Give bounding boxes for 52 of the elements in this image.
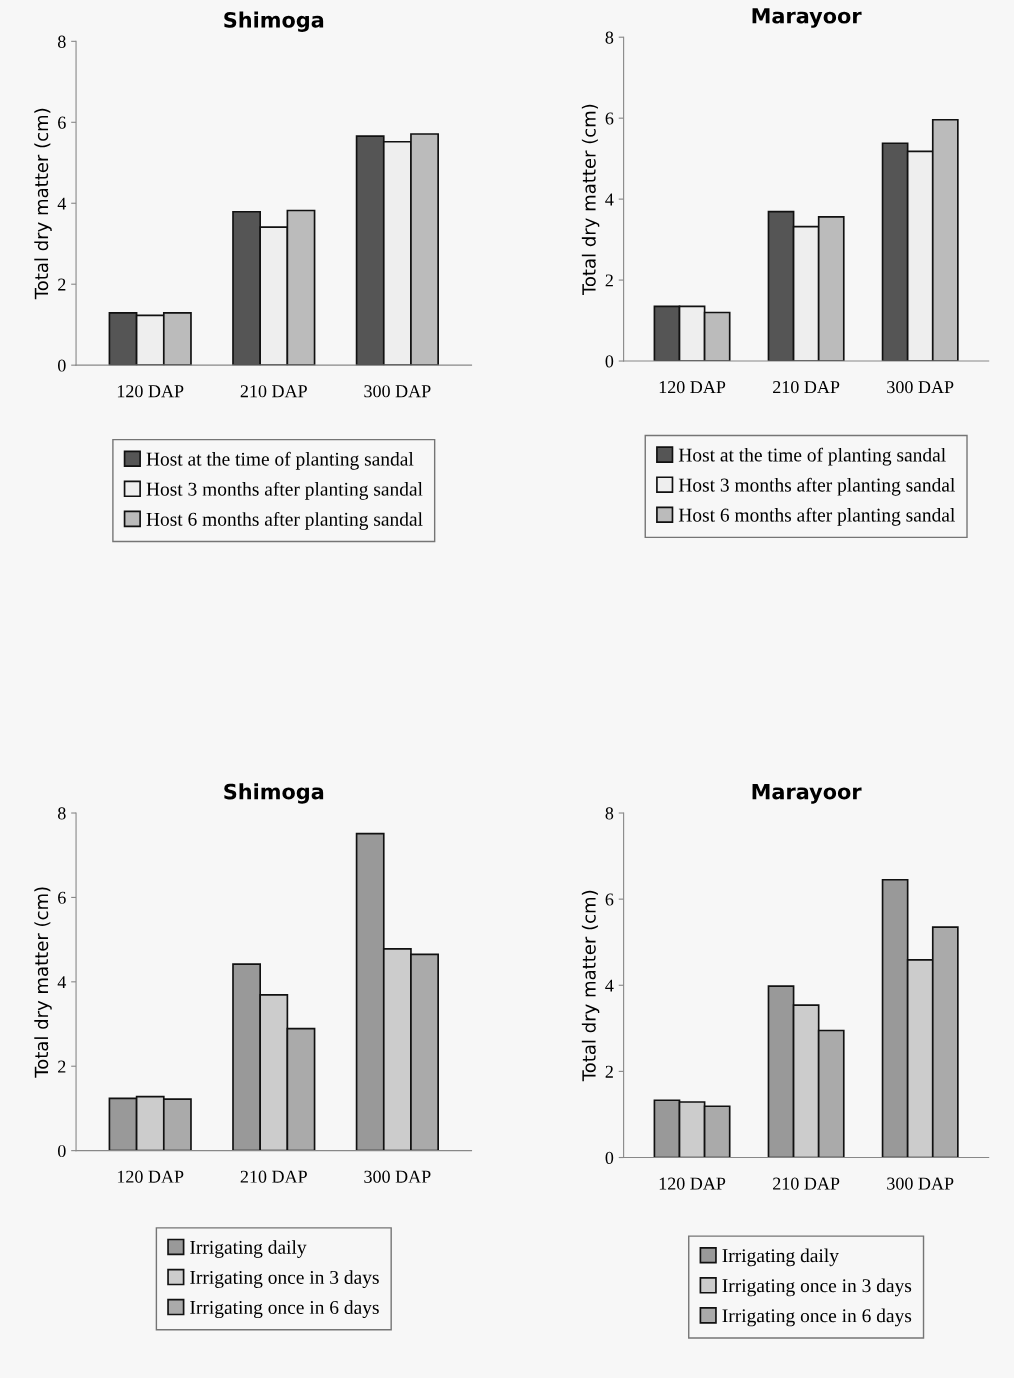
- x-tick-label: 210 DAP: [240, 1170, 307, 1183]
- y-axis-title: Total dry matter (cm): [34, 108, 52, 300]
- y-tick-label: 4: [605, 979, 614, 992]
- y-tick-label: 0: [57, 1144, 66, 1158]
- y-tick-label: 2: [58, 1060, 66, 1073]
- chart-title: Shimoga: [224, 11, 324, 32]
- y-axis-title: Total dry matter (cm): [581, 890, 600, 1082]
- y-axis-title: Total dry matter (cm): [581, 104, 600, 296]
- y-tick-label: 2: [605, 274, 613, 287]
- x-tick-label: 300 DAP: [364, 385, 431, 398]
- legend-label: Host 6 months after planting sandal: [678, 507, 955, 526]
- legend-label: Host at the time of planting sandal: [146, 451, 414, 470]
- y-axis-title: Total dry matter (cm): [34, 887, 52, 1078]
- y-tick-label: 8: [57, 807, 66, 820]
- legend-label: Irrigating daily: [722, 1248, 839, 1267]
- y-tick-label: 8: [605, 31, 614, 44]
- x-tick-label: 120 DAP: [659, 1177, 726, 1190]
- chart-title: Marayoor: [752, 8, 862, 28]
- legend-label: Host 3 months after planting sandal: [678, 477, 955, 496]
- y-tick-label: 8: [605, 807, 614, 820]
- y-tick-label: 6: [605, 112, 614, 125]
- y-tick-label: 6: [58, 116, 66, 129]
- y-tick-label: 0: [57, 359, 66, 372]
- chart-title: Marayoor: [752, 783, 862, 804]
- y-tick-label: 6: [58, 891, 66, 904]
- chart-title: Shimoga: [224, 783, 324, 804]
- legend-label: Host 3 months after planting sandal: [146, 481, 423, 500]
- x-tick-label: 120 DAP: [117, 385, 184, 398]
- x-tick-label: 210 DAP: [240, 385, 307, 398]
- legend-label: Host 6 months after planting sandal: [146, 511, 423, 530]
- x-tick-label: 120 DAP: [117, 1170, 184, 1183]
- legend-label: Irrigating once in 6 days: [722, 1308, 912, 1327]
- y-tick-label: 4: [605, 193, 614, 206]
- legend-label: Irrigating once in 3 days: [190, 1270, 379, 1288]
- legend-label: Irrigating once in 3 days: [722, 1278, 912, 1297]
- x-tick-label: 210 DAP: [773, 1177, 840, 1190]
- y-tick-label: 0: [605, 355, 614, 368]
- x-tick-label: 300 DAP: [887, 1177, 954, 1190]
- y-tick-label: 4: [57, 976, 67, 989]
- x-tick-label: 210 DAP: [773, 381, 840, 394]
- legend-label: Host at the time of planting sandal: [678, 447, 946, 466]
- x-tick-label: 300 DAP: [887, 381, 954, 394]
- y-tick-label: 2: [605, 1065, 613, 1078]
- legend-label: Irrigating once in 6 days: [190, 1300, 379, 1319]
- y-tick-label: 8: [57, 35, 66, 48]
- x-tick-label: 300 DAP: [364, 1170, 431, 1183]
- x-tick-label: 120 DAP: [659, 381, 726, 394]
- y-tick-label: 0: [605, 1151, 614, 1164]
- legend-label: Irrigating daily: [190, 1240, 307, 1258]
- y-tick-label: 6: [605, 893, 614, 906]
- y-tick-label: 2: [58, 278, 66, 291]
- y-tick-label: 4: [57, 197, 67, 210]
